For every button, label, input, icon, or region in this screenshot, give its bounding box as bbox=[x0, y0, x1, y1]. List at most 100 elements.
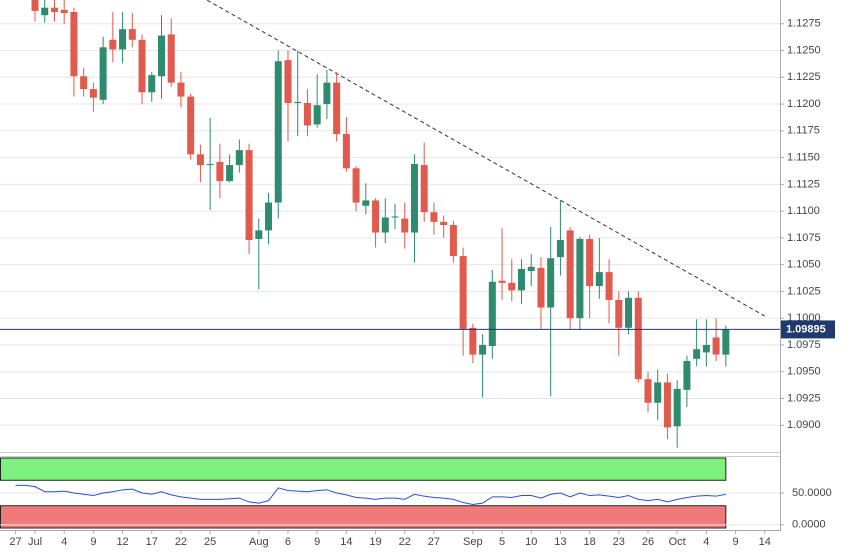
y-tick-label: 1.1050 bbox=[787, 259, 821, 271]
x-tick-label: 27 bbox=[9, 536, 21, 548]
candle-body bbox=[157, 35, 165, 77]
x-tick-label: 27 bbox=[428, 536, 440, 548]
x-tick-label: 14 bbox=[759, 536, 771, 548]
candle-body bbox=[547, 258, 555, 308]
candle-body bbox=[595, 272, 603, 287]
x-tick-label: Sep bbox=[463, 536, 483, 548]
candle-body bbox=[391, 216, 399, 218]
price-grid bbox=[0, 23, 780, 426]
x-tick-label: 26 bbox=[642, 536, 654, 548]
x-tick-label: 25 bbox=[204, 536, 216, 548]
x-tick-label: 12 bbox=[116, 536, 128, 548]
x-tick-label: 4 bbox=[61, 536, 67, 548]
candle-body bbox=[518, 268, 525, 291]
y-tick-label: 1.1125 bbox=[787, 178, 820, 190]
candle-body bbox=[625, 297, 633, 328]
y-tick-label: 1.0950 bbox=[787, 366, 821, 378]
candle-body bbox=[235, 150, 243, 166]
candle-body bbox=[226, 165, 234, 182]
candle-body bbox=[702, 344, 710, 353]
candle-body bbox=[119, 29, 127, 50]
candle-body bbox=[323, 82, 331, 105]
y-tick-label: 1.0925 bbox=[787, 392, 821, 404]
indicator-line bbox=[15, 484, 726, 505]
candle-body bbox=[128, 29, 136, 40]
candle-body bbox=[401, 218, 409, 233]
candle-body bbox=[508, 282, 516, 291]
axes: 1.1300 1.1275 1.1250 1.1225 1.1200 1.1175 1.11… bbox=[9, 0, 835, 548]
y-tick-label: 1.1275 bbox=[787, 18, 821, 30]
candle-body bbox=[342, 134, 350, 169]
candle-body bbox=[644, 379, 652, 403]
indicator-band bbox=[0, 505, 727, 529]
candle-body bbox=[440, 221, 448, 226]
y-tick-label: 0.0000 bbox=[792, 519, 826, 531]
x-tick-label: 14 bbox=[340, 536, 352, 548]
candle-body bbox=[274, 61, 282, 203]
y-tick-label: 1.0900 bbox=[787, 419, 821, 431]
candle-body bbox=[99, 47, 107, 100]
x-tick-label: 19 bbox=[369, 536, 381, 548]
x-tick-label: 5 bbox=[499, 536, 505, 548]
candle-body bbox=[673, 388, 681, 427]
candle-body bbox=[420, 165, 428, 213]
price-plot bbox=[0, 0, 780, 448]
x-tick-label: Oct bbox=[669, 536, 686, 548]
candle-body bbox=[556, 240, 564, 258]
candle-body bbox=[313, 105, 321, 125]
candle-body bbox=[654, 382, 662, 403]
x-tick-label: 18 bbox=[583, 536, 595, 548]
candle-body bbox=[634, 297, 642, 380]
candle-body bbox=[294, 101, 302, 103]
x-tick-label: 23 bbox=[613, 536, 625, 548]
y-tick-label: 1.1200 bbox=[787, 98, 821, 110]
indicator-plot bbox=[0, 457, 780, 529]
candle-body bbox=[712, 337, 720, 355]
candle-body bbox=[70, 11, 78, 77]
candle-body bbox=[284, 60, 292, 103]
candle-body bbox=[177, 82, 185, 97]
y-tick-label: 1.1150 bbox=[787, 151, 820, 163]
x-tick-label: Aug bbox=[249, 536, 269, 548]
trend-line bbox=[206, 0, 765, 317]
candle-body bbox=[381, 217, 389, 233]
candle-body bbox=[245, 150, 253, 241]
candle-body bbox=[372, 200, 380, 233]
candle-body bbox=[663, 382, 671, 428]
y-tick-label: 1.1025 bbox=[787, 285, 821, 297]
candle-body bbox=[362, 200, 370, 206]
candle-body bbox=[109, 39, 117, 50]
y-tick-label: 1.1075 bbox=[787, 232, 821, 244]
y-tick-label: 1.1100 bbox=[787, 205, 820, 217]
y-tick-label: 1.1300 bbox=[787, 0, 821, 3]
candle-body bbox=[196, 154, 204, 166]
candle-body bbox=[206, 164, 214, 166]
candle-body bbox=[605, 272, 613, 300]
candle-body bbox=[576, 238, 584, 319]
candle-body bbox=[148, 75, 156, 93]
candle-body bbox=[586, 238, 594, 287]
candle-body bbox=[488, 281, 496, 347]
candle-body bbox=[566, 230, 574, 319]
x-tick-label: 10 bbox=[525, 536, 537, 548]
candle-body bbox=[303, 102, 311, 126]
candle-body bbox=[50, 7, 58, 12]
candle-body bbox=[693, 349, 701, 359]
candle-body bbox=[615, 299, 623, 328]
x-tick-label: 22 bbox=[175, 536, 187, 548]
candle-body bbox=[60, 9, 68, 14]
candle-body bbox=[167, 34, 175, 83]
x-tick-label: 9 bbox=[314, 536, 320, 548]
y-tick-label: 1.1250 bbox=[787, 44, 821, 56]
candle-body bbox=[527, 266, 535, 272]
candle-body bbox=[479, 344, 487, 355]
y-tick-label: 1.1175 bbox=[787, 125, 820, 137]
candle-body bbox=[80, 76, 88, 90]
y-tick-label: 1.1225 bbox=[787, 71, 821, 83]
candle-body bbox=[410, 164, 418, 233]
x-tick-label: 17 bbox=[146, 536, 158, 548]
x-tick-label: 9 bbox=[90, 536, 96, 548]
candle-body bbox=[31, 0, 39, 11]
candle-body bbox=[138, 39, 146, 93]
